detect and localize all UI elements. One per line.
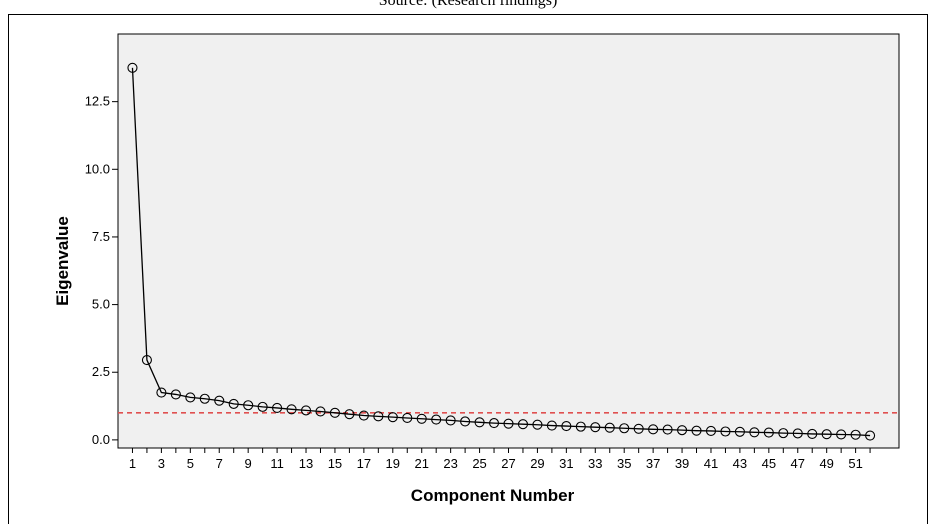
- x-tick-label: 13: [299, 456, 313, 471]
- y-tick-label: 0.0: [92, 432, 110, 447]
- data-point: [373, 411, 384, 422]
- x-tick-label: 45: [762, 456, 776, 471]
- data-point: [243, 400, 254, 411]
- x-tick-label: 51: [848, 456, 862, 471]
- data-point: [648, 424, 659, 435]
- x-tick-label: 47: [791, 456, 805, 471]
- data-point: [402, 412, 413, 424]
- data-point: [778, 428, 789, 439]
- x-axis-title: Component Number: [411, 486, 575, 505]
- x-tick-label: 37: [646, 456, 660, 471]
- scree-line: [131, 67, 871, 437]
- data-point: [185, 392, 196, 403]
- source-caption: Source: (Research findings): [378, 0, 558, 9]
- data-point: [344, 409, 355, 420]
- x-tick-label: 9: [245, 456, 252, 471]
- data-point: [546, 420, 557, 431]
- data-point: [720, 426, 731, 437]
- data-point: [257, 401, 268, 412]
- x-tick-label: 19: [386, 456, 400, 471]
- x-tick-label: 31: [559, 456, 573, 471]
- y-tick-label: 2.5: [92, 364, 110, 379]
- data-point: [503, 418, 514, 429]
- x-tick-label: 17: [357, 456, 371, 471]
- data-point: [763, 427, 774, 438]
- x-tick-label: 35: [617, 456, 631, 471]
- data-point: [734, 426, 745, 437]
- x-tick-label: 41: [704, 456, 718, 471]
- data-point: [792, 428, 803, 439]
- data-point: [170, 389, 181, 400]
- data-point: [214, 395, 225, 406]
- data-point: [156, 387, 167, 398]
- x-tick-label: 5: [187, 456, 194, 471]
- data-point: [865, 430, 876, 441]
- data-point: [488, 418, 500, 429]
- data-point: [561, 421, 572, 432]
- y-tick-label: 10.0: [85, 161, 110, 176]
- x-tick-label: 33: [588, 456, 602, 471]
- data-point: [358, 410, 369, 421]
- y-axis-title: Eigenvalue: [53, 216, 72, 306]
- x-tick-label: 29: [530, 456, 544, 471]
- data-point: [590, 422, 601, 433]
- data-point: [199, 393, 210, 404]
- y-tick-label: 7.5: [92, 229, 110, 244]
- data-point: [517, 419, 529, 430]
- data-point: [387, 412, 398, 423]
- x-tick-label: 7: [216, 456, 223, 471]
- data-point: [445, 415, 456, 426]
- x-tick-label: 23: [443, 456, 457, 471]
- x-tick-label: 11: [270, 456, 284, 471]
- data-point: [300, 405, 312, 416]
- data-point: [141, 355, 152, 366]
- data-point: [127, 62, 138, 73]
- data-point: [807, 428, 818, 439]
- data-point: [532, 419, 543, 430]
- plot-area: [117, 33, 900, 449]
- data-point: [315, 406, 326, 417]
- data-point: [749, 427, 760, 438]
- x-tick-label: 21: [414, 456, 428, 471]
- x-tick-label: 3: [158, 456, 165, 471]
- x-tick-label: 49: [819, 456, 833, 471]
- data-point: [619, 423, 630, 434]
- x-tick-label: 15: [328, 456, 342, 471]
- chart-frame: [8, 14, 928, 524]
- data-point: [821, 429, 832, 440]
- data-point: [850, 429, 861, 440]
- y-tick-label: 12.5: [85, 94, 110, 109]
- data-point: [691, 425, 702, 436]
- data-point: [604, 422, 615, 433]
- data-point: [228, 398, 239, 409]
- x-tick-label: 27: [501, 456, 515, 471]
- x-tick-label: 39: [675, 456, 689, 471]
- y-tick-label: 5.0: [92, 297, 110, 312]
- x-tick-label: 25: [472, 456, 486, 471]
- data-point: [575, 421, 586, 432]
- data-point: [836, 429, 847, 440]
- data-point: [286, 404, 297, 415]
- x-tick-label: 1: [129, 456, 136, 471]
- data-point: [431, 414, 442, 425]
- data-point: [662, 424, 673, 435]
- data-point: [474, 417, 485, 428]
- data-point: [329, 407, 340, 418]
- x-tick-label: 43: [733, 456, 747, 471]
- data-point: [677, 425, 688, 436]
- data-point: [460, 416, 471, 427]
- data-point: [705, 425, 717, 437]
- data-point: [416, 413, 427, 424]
- data-point: [633, 423, 644, 434]
- data-point: [272, 402, 283, 414]
